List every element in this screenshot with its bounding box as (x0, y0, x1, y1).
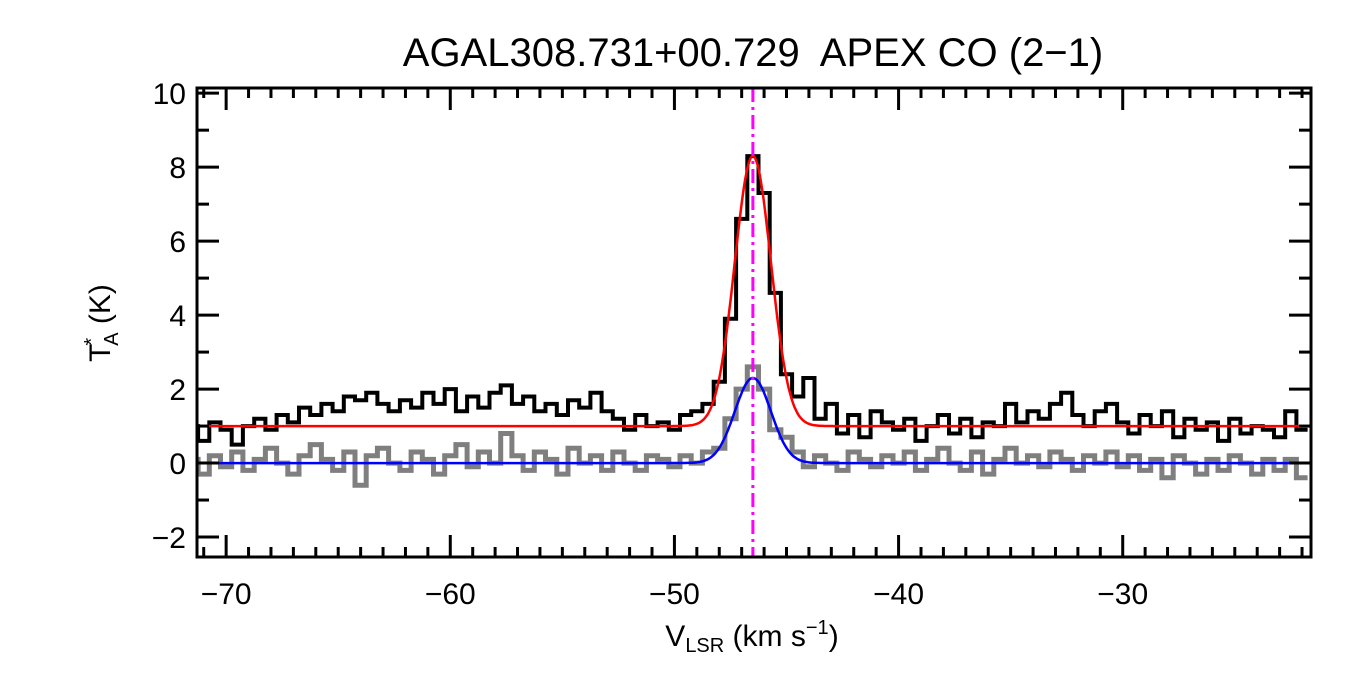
x-tick-label: −60 (425, 578, 476, 611)
y-tick-label: −2 (152, 522, 186, 555)
axes: −70 −60 −50 −40 −30 −2 0 2 4 6 8 10 (152, 78, 1313, 611)
x-axis-label: VLSR (km s−1) (665, 617, 838, 657)
y-axis-label: T*A (K) (81, 284, 123, 362)
spectrum-line (197, 364, 1308, 488)
y-tick-label: 4 (169, 300, 186, 333)
y-tick-label: 6 (169, 226, 186, 259)
x-tick-label: −30 (1097, 578, 1148, 611)
y-tick-label: 2 (169, 374, 186, 407)
plot-frame (195, 86, 1313, 559)
y-tick-label: 10 (153, 78, 186, 111)
y-tick-label: 0 (169, 448, 186, 481)
plot-area (197, 88, 1311, 557)
gaussian-fit-offset-line (197, 154, 1311, 428)
y-tick-label: 8 (169, 152, 186, 185)
spectrum-offset-line (197, 154, 1308, 447)
plot-marks (197, 88, 1311, 557)
x-tick-label: −70 (201, 578, 252, 611)
x-tick-label: −40 (873, 578, 924, 611)
x-tick-label: −50 (649, 578, 700, 611)
chart-title: AGAL308.731+00.729 APEX CO (2−1) (403, 31, 1103, 75)
